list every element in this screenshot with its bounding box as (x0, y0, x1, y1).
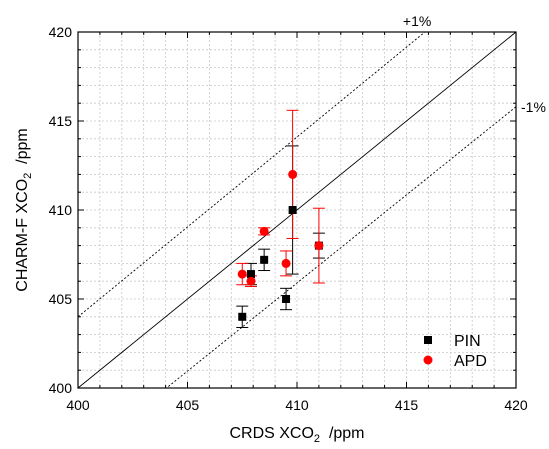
x-tick-label: 420 (504, 397, 528, 413)
y-tick-label: 415 (49, 113, 73, 129)
x-axis-label-subscript: 2 (314, 433, 320, 444)
x-axis-label-main: CRDS XCO (229, 425, 313, 442)
apd-point (288, 169, 298, 179)
legend: PIN APD (423, 333, 487, 370)
y-tick-label: 410 (49, 202, 73, 218)
y-axis-label-subscript: 2 (22, 173, 34, 179)
apd-point (314, 241, 324, 251)
pin-point (282, 295, 291, 303)
apd-point (246, 276, 256, 286)
y-tick-label: 420 (49, 24, 73, 40)
pin-point (247, 270, 256, 279)
x-axis-label-unit: /ppm (320, 425, 364, 442)
axis-ticks (77, 31, 517, 389)
pin-point (238, 312, 247, 321)
apd-point (281, 258, 291, 268)
legend-marker-apd (423, 355, 433, 365)
y-axis-label-unit: /ppm (14, 128, 31, 172)
pin-point (260, 255, 269, 264)
y-axis-label-main: CHARM-F XCO (14, 179, 31, 292)
apd-point (237, 269, 247, 279)
data-markers (237, 169, 324, 321)
legend-label-apd: APD (454, 353, 487, 370)
grid-lines (78, 32, 516, 388)
reference-line-label: +1% (403, 13, 431, 29)
reference-line-minus-1pct (165, 106, 516, 388)
x-tick-label: 405 (176, 397, 200, 413)
x-axis-label: CRDS XCO2 /ppm (229, 425, 364, 444)
reference-line-labels: +1% -1% (403, 13, 546, 115)
x-tick-label: 410 (285, 397, 309, 413)
y-tick-label: 400 (49, 380, 73, 396)
tick-labels: 400 405 410 415 420 400 405 410 415 420 (49, 24, 528, 413)
legend-marker-pin (424, 336, 432, 344)
x-tick-label: 415 (395, 397, 419, 413)
y-axis-label: CHARM-F XCO2 /ppm (14, 128, 34, 291)
apd-point (259, 226, 269, 236)
legend-label-pin: PIN (454, 333, 481, 350)
reference-line-label: -1% (521, 99, 546, 115)
pin-point (288, 206, 297, 214)
y-tick-label: 405 (49, 291, 73, 307)
x-tick-label: 400 (66, 397, 90, 413)
one-to-one-line (78, 32, 516, 388)
reference-lines (78, 32, 516, 388)
